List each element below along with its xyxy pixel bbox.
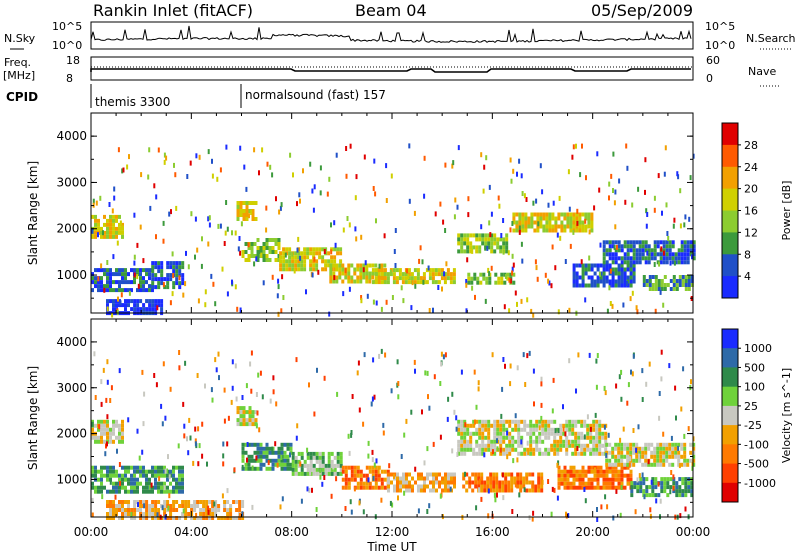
colorbar-swatch (722, 367, 738, 388)
y-tick-label: 4000 (56, 335, 87, 349)
data-band-13 (642, 275, 694, 291)
colorbar-swatch (722, 425, 738, 445)
colorbar-swatch (722, 144, 738, 168)
data-band-0 (91, 268, 154, 293)
colorbar-swatch (722, 210, 738, 233)
colorbar-tick-label: 100 (744, 381, 765, 394)
nsearch-tick-top: 10^5 (705, 20, 735, 33)
cpid-segment-1: themis 3300 (95, 95, 170, 109)
y-axis-label: Slant Range [km] (26, 161, 40, 265)
colorbar-swatch (722, 405, 738, 426)
nsearch-tick-bottom: 10^0 (705, 39, 735, 52)
cpid-segment-2: normalsound (fast) 157 (245, 88, 386, 102)
colorbar-tick-label: 24 (744, 161, 758, 174)
colorbar-tick-label: -500 (744, 458, 769, 471)
x-tick-label: 04:00 (174, 525, 209, 539)
data-band-12 (602, 240, 696, 265)
colorbar-swatch (722, 166, 738, 190)
colorbar-tick-label: 12 (744, 226, 758, 239)
nsky-label: N.Sky (4, 32, 36, 45)
y-tick-label: 3000 (56, 381, 87, 395)
colorbar-tick-label: -100 (744, 438, 769, 451)
colorbar-tick-label: 1000 (744, 342, 772, 355)
data-band-10 (512, 212, 594, 233)
freq-tick-top: 18 (66, 54, 80, 67)
x-tick-label: 12:00 (375, 525, 410, 539)
nsearch-label: N.Search (746, 32, 796, 45)
colorbar-tick-label: -1000 (744, 477, 776, 490)
colorbar-label: Power [dB] (780, 181, 793, 241)
date-title: 05/Sep/2009 (591, 1, 693, 20)
station-title: Rankin Inlet (fitACF) (93, 1, 253, 20)
data-band-11 (605, 442, 696, 467)
colorbar-swatch (722, 482, 738, 503)
x-tick-label: 16:00 (475, 525, 510, 539)
x-tick-label: 00:00 (676, 525, 711, 539)
data-band-7 (387, 472, 456, 493)
colorbar-label: Velocity [m s^-1] (780, 368, 793, 463)
time-axis: 00:00 04:00 08:00 12:00 16:00 20:00 00:00 (74, 525, 711, 539)
x-tick-label: 00:00 (74, 525, 109, 539)
colorbar-tick-label: -25 (744, 419, 762, 432)
colorbar-swatch (722, 232, 738, 255)
colorbar-swatch (722, 329, 738, 349)
colorbar-tick-label: 8 (744, 248, 751, 261)
data-band-8 (457, 233, 509, 254)
freq-tick-bottom: 8 (66, 72, 73, 85)
data-band-3 (151, 261, 185, 290)
y-tick-label: 2000 (56, 427, 87, 441)
beam-title: Beam 04 (355, 1, 427, 20)
colorbar: 28 24 20 16 12 8 4 Power [dB] (721, 122, 793, 299)
y-tick-label: 1000 (56, 268, 87, 282)
data-band-5 (279, 247, 343, 272)
freq-label: Freq. (4, 56, 31, 69)
data-band-10 (557, 465, 633, 490)
colorbar-tick-label: 4 (744, 270, 751, 283)
data-band-12 (630, 477, 694, 498)
x-tick-label: 08:00 (274, 525, 309, 539)
y-tick-label: 2000 (56, 222, 87, 236)
nsky-panel (90, 21, 694, 50)
power-panel: 1000 2000 3000 4000 Slant Range [km] 28 24 20 16… (26, 112, 793, 318)
y-tick-label: 4000 (56, 129, 87, 143)
freq-trace (90, 66, 693, 73)
y-tick-label: 1000 (56, 472, 87, 486)
y-axis-label: Slant Range [km] (26, 366, 40, 470)
x-tick-label: 20:00 (575, 525, 610, 539)
colorbar-swatch (722, 386, 738, 407)
scatter-dots (91, 348, 695, 522)
nsky-tick-top: 10^5 (52, 20, 82, 33)
freq-unit: [MHz] (3, 69, 35, 82)
colorbar-swatch (722, 444, 738, 464)
nave-tick-top: 60 (706, 54, 720, 67)
cpid-label: CPID (6, 90, 38, 104)
colorbar: 1000 500 100 25 -25 -100 -500 -1000 Velocity [m … (721, 328, 793, 503)
data-band-1 (91, 465, 184, 494)
colorbar-tick-label: 28 (744, 139, 758, 152)
scatter-dots (91, 143, 695, 318)
colorbar-tick-label: 20 (744, 183, 758, 196)
colorbar-swatch (722, 348, 738, 368)
data-band-2 (106, 500, 245, 520)
nave-label: Nave (748, 65, 776, 78)
colorbar-swatch (722, 123, 738, 146)
nsky-trace (90, 25, 692, 48)
colorbar-tick-label: 16 (744, 205, 758, 218)
colorbar-tick-label: 25 (744, 400, 758, 413)
colorbar-swatch (722, 254, 738, 277)
colorbar-swatch (722, 276, 738, 299)
data-band-5 (291, 451, 343, 476)
colorbar-swatch (722, 463, 738, 484)
colorbar-tick-label: 500 (744, 361, 765, 374)
y-tick-label: 3000 (56, 175, 87, 189)
nave-tick-bottom: 0 (706, 72, 713, 85)
data-band-14 (236, 201, 258, 221)
data-band-3 (236, 406, 258, 427)
time-axis-label: Time UT (366, 540, 417, 554)
colorbar-swatch (722, 188, 738, 211)
nsky-tick-bottom: 10^0 (52, 39, 82, 52)
